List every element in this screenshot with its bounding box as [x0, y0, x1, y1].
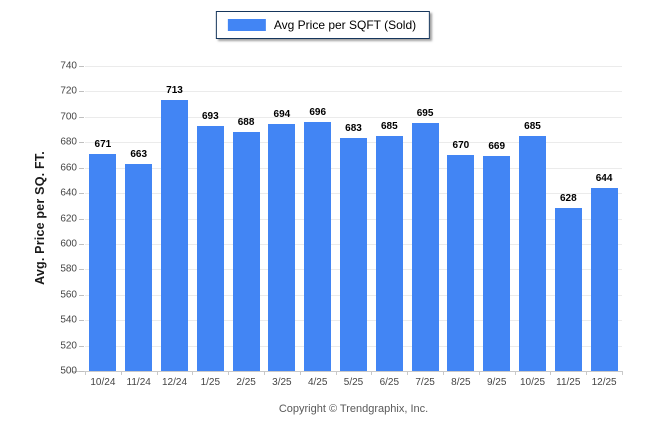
- y-tick-mark: [79, 269, 84, 271]
- bar: [268, 124, 296, 371]
- x-tick-label: 11/24: [126, 377, 151, 388]
- bar: [375, 135, 403, 371]
- bar-value-label: 693: [201, 110, 219, 122]
- y-tick-label: 540: [60, 314, 77, 326]
- y-tick-mark: [79, 294, 84, 296]
- y-tick-label: 580: [60, 263, 77, 275]
- x-tick-mark: [192, 371, 194, 375]
- bar-value-label: 694: [273, 109, 291, 121]
- x-tick-mark: [228, 371, 230, 375]
- x-tick-label: 12/24: [161, 377, 188, 388]
- x-tick-label: 12/25: [591, 377, 617, 388]
- bar-value-label: 644: [595, 173, 613, 184]
- x-tick-label: 1/25: [200, 377, 221, 388]
- bar: [232, 132, 260, 371]
- bar: [340, 138, 367, 371]
- x-axis-line: [72, 371, 622, 372]
- x-tick-label: 10/24: [90, 377, 116, 388]
- bar: [161, 100, 188, 371]
- plot-area: 740 720 700 680 660 640 620 600 580 560 540 520 500 6…: [60, 61, 623, 388]
- bar-value-label: 713: [166, 85, 183, 97]
- x-tick-label: 8/25: [451, 377, 471, 388]
- y-tick-label: 560: [60, 289, 77, 301]
- x-tick-mark: [514, 371, 516, 375]
- x-tick-label: 4/25: [307, 377, 328, 388]
- bar-value-label: 663: [130, 148, 148, 160]
- copyright-text: Copyright © Trendgraphix, Inc.: [278, 403, 429, 415]
- y-tick-mark: [79, 345, 84, 347]
- bar-value-label: 695: [416, 108, 434, 120]
- gridline: [85, 116, 622, 118]
- x-tick-mark: [622, 371, 623, 375]
- x-tick-label: 9/25: [486, 377, 507, 388]
- gridline: [85, 66, 622, 67]
- y-tick-mark: [79, 193, 84, 195]
- y-tick-mark: [79, 116, 84, 118]
- y-tick-mark: [79, 167, 84, 169]
- x-tick-mark: [156, 371, 158, 375]
- y-tick-mark: [79, 243, 84, 245]
- bar-value-label: 669: [488, 141, 506, 153]
- bar: [304, 121, 332, 371]
- bar-value-label: 685: [380, 120, 398, 132]
- y-tick-label: 640: [60, 187, 77, 199]
- x-tick-mark: [586, 371, 588, 375]
- y-tick-mark: [79, 218, 84, 220]
- x-tick-mark: [264, 371, 265, 375]
- x-tick-label: 10/25: [519, 377, 546, 388]
- bar: [89, 153, 117, 371]
- y-tick-label: 500: [60, 365, 77, 377]
- bar: [125, 163, 153, 371]
- y-tick-mark: [79, 320, 84, 322]
- y-tick-label: 700: [60, 111, 77, 123]
- x-tick-mark: [443, 371, 444, 375]
- bar-value-label: 683: [345, 123, 362, 135]
- x-tick-mark: [371, 371, 373, 375]
- y-tick-mark: [79, 371, 84, 372]
- y-tick-mark: [79, 91, 84, 93]
- x-tick-mark: [120, 371, 122, 375]
- y-tick-label: 600: [60, 238, 77, 250]
- y-tick-label: 740: [60, 60, 77, 72]
- bar-value-label: 685: [524, 120, 541, 132]
- y-tick-label: 720: [60, 85, 77, 97]
- legend-label: Avg Price per SQFT (Sold): [273, 18, 417, 32]
- x-tick-label: 7/25: [415, 377, 435, 388]
- y-tick-label: 620: [60, 213, 77, 224]
- bar-value-label: 670: [452, 139, 470, 151]
- y-tick-mark: [79, 142, 84, 144]
- bar-value-label: 671: [94, 138, 112, 150]
- x-tick-mark: [407, 371, 409, 375]
- bar: [483, 156, 511, 371]
- y-tick-label: 520: [60, 340, 77, 352]
- x-tick-label: 2/25: [236, 377, 256, 388]
- x-tick-mark: [335, 371, 337, 375]
- y-tick-mark: [79, 66, 84, 67]
- bar-value-label: 628: [559, 193, 577, 205]
- y-tick-label: 660: [60, 162, 77, 174]
- legend-swatch: [227, 19, 266, 31]
- legend: Avg Price per SQFT (Sold): [215, 11, 431, 39]
- bar: [196, 125, 224, 371]
- bar: [519, 135, 546, 371]
- gridline: [85, 91, 622, 93]
- x-tick-mark: [550, 371, 552, 375]
- x-tick-mark: [299, 371, 301, 375]
- x-tick-label: 3/25: [272, 377, 292, 388]
- bar-value-label: 696: [309, 106, 327, 118]
- x-tick-label: 5/25: [343, 377, 364, 388]
- bar-value-label: 688: [237, 117, 255, 129]
- y-tick-label: 680: [60, 136, 77, 148]
- bar: [590, 188, 618, 371]
- x-tick-label: 11/25: [556, 377, 581, 388]
- x-tick-mark: [478, 371, 480, 375]
- x-tick-mark: [85, 371, 86, 375]
- bar: [554, 208, 582, 371]
- bar: [411, 123, 439, 371]
- x-tick-label: 6/25: [379, 377, 400, 388]
- bar: [447, 154, 475, 371]
